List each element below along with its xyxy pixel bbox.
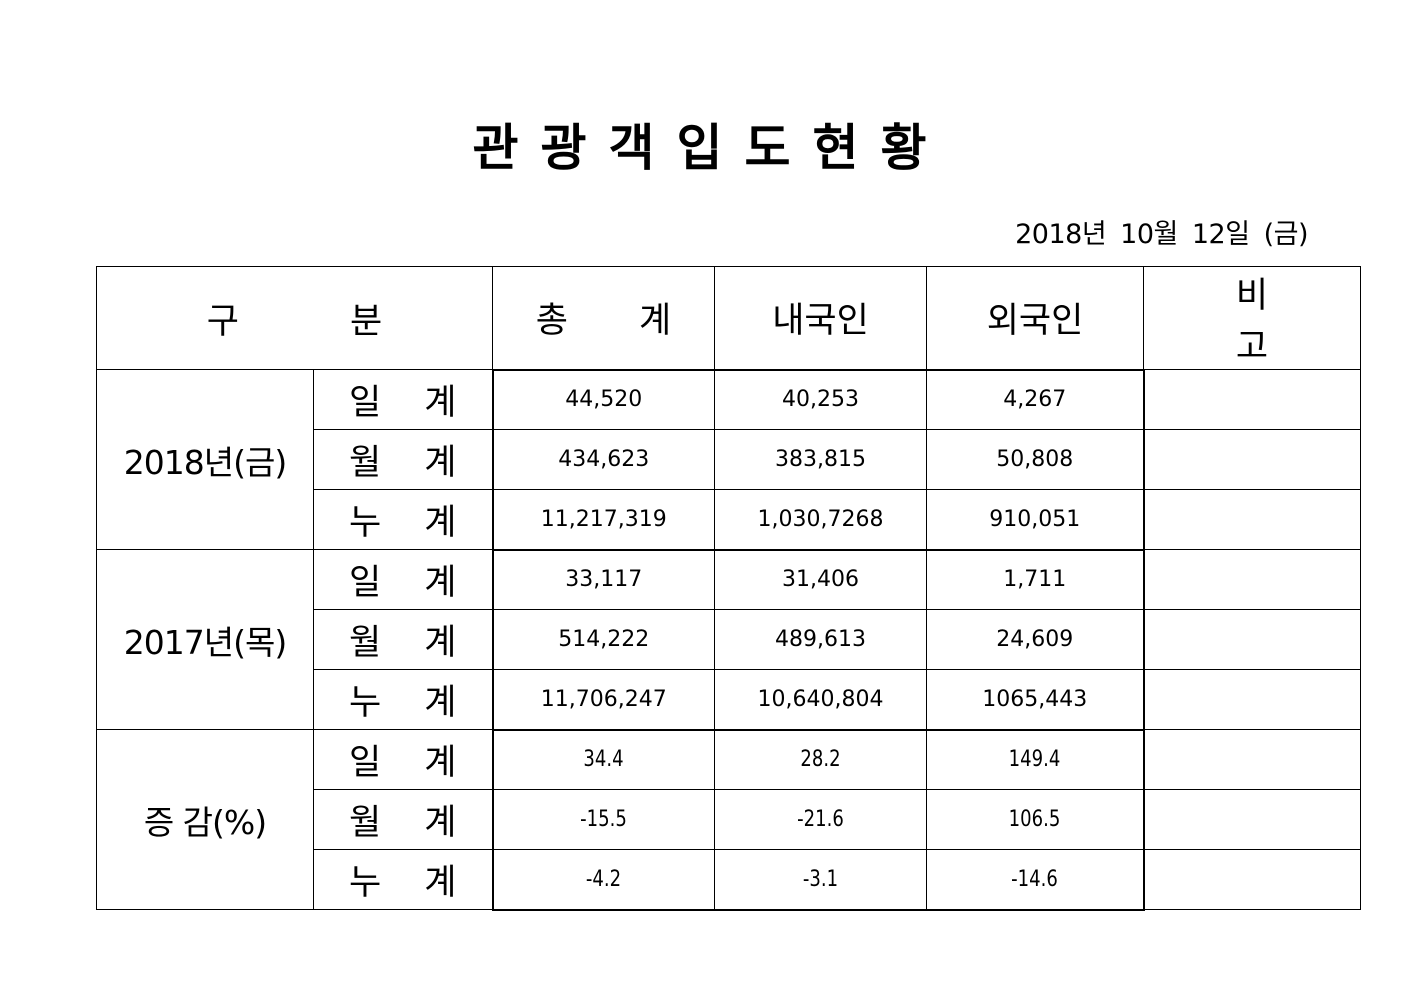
cell-remarks xyxy=(1143,669,1361,730)
date-month: 10월 xyxy=(1120,219,1178,250)
cell-foreign: 50,808 xyxy=(926,429,1145,490)
header-domestic: 내국인 xyxy=(714,266,927,370)
table-row: 월 계 -15.5 -21.6 106.5 xyxy=(97,789,1361,850)
cell-total: 34.4 xyxy=(491,728,715,790)
cell-remarks xyxy=(1143,609,1361,670)
row-label: 월 계 xyxy=(313,429,493,490)
cell-domestic-value: -3.1 xyxy=(802,866,839,892)
cell-domestic-value: 28.2 xyxy=(800,747,841,773)
row-label: 월 계 xyxy=(313,789,493,850)
row-label: 누 계 xyxy=(313,489,493,550)
cell-remarks xyxy=(1143,729,1361,790)
date-year: 2018년 xyxy=(1015,219,1107,250)
report-date: 2018년 10월 12일 (금) xyxy=(1015,212,1308,251)
row-label: 일 계 xyxy=(313,369,493,430)
cell-domestic-value: -21.6 xyxy=(797,807,844,832)
group-label-change-percent: 증 감(%) xyxy=(96,729,314,910)
cell-total-value: 34.4 xyxy=(583,747,624,773)
cell-foreign-value: 149.4 xyxy=(1008,747,1061,773)
cell-total: 11,706,247 xyxy=(491,669,715,731)
cell-total: 434,623 xyxy=(491,429,715,490)
table-row: 누 계 11,217,319 1,030,7268 910,051 xyxy=(97,489,1361,551)
cell-remarks xyxy=(1143,489,1361,550)
row-label: 누 계 xyxy=(313,849,493,910)
cell-foreign: 910,051 xyxy=(926,489,1145,551)
row-label: 월 계 xyxy=(313,609,493,670)
cell-foreign: 106.5 xyxy=(926,789,1145,850)
cell-domestic: -21.6 xyxy=(714,789,927,850)
row-label: 일 계 xyxy=(313,549,493,610)
header-category: 구 분 xyxy=(96,266,493,370)
date-weekday: (금) xyxy=(1263,219,1309,250)
cell-foreign-value: -14.6 xyxy=(1011,866,1059,892)
table-row: 누 계 11,706,247 10,640,804 1065,443 xyxy=(97,669,1361,731)
cell-foreign-value: 106.5 xyxy=(1008,807,1061,832)
cell-remarks xyxy=(1143,789,1361,850)
cell-foreign: 149.4 xyxy=(926,728,1145,790)
cell-remarks xyxy=(1143,429,1361,490)
cell-remarks xyxy=(1143,369,1361,430)
date-day: 12일 xyxy=(1191,219,1250,250)
cell-total: 514,222 xyxy=(491,609,715,670)
cell-total-value: -15.5 xyxy=(580,807,628,832)
cell-foreign: 1,711 xyxy=(926,548,1145,610)
cell-foreign: 24,609 xyxy=(926,609,1145,670)
cell-total: 44,520 xyxy=(491,368,715,430)
cell-foreign: 4,267 xyxy=(926,368,1145,430)
table-row: 2017년(목) 일 계 33,117 31,406 1,711 xyxy=(96,548,1361,730)
cell-total-value: -4.2 xyxy=(586,866,622,892)
cell-domestic: 1,030,7268 xyxy=(714,489,927,551)
tourist-arrivals-table: 구 분 총 계 내국인 외국인 비 고 2018년(금) 일 계 44,520 … xyxy=(96,266,1361,911)
cell-domestic: 31,406 xyxy=(714,548,927,610)
header-remarks: 비 고 xyxy=(1143,266,1361,370)
cell-foreign: 1065,443 xyxy=(926,669,1145,731)
cell-remarks xyxy=(1143,849,1361,910)
cell-remarks xyxy=(1143,549,1361,610)
table-row: 2018년(금) 일 계 44,520 40,253 4,267 xyxy=(96,368,1361,550)
table-row: 월 계 514,222 489,613 24,609 xyxy=(97,609,1361,670)
group-label-2017: 2017년(목) xyxy=(96,549,314,730)
header-total: 총 계 xyxy=(492,266,715,370)
header-foreign: 외국인 xyxy=(926,266,1144,370)
header-row: 구 분 총 계 내국인 외국인 비 고 xyxy=(96,266,1361,370)
table-row: 누 계 -4.2 -3.1 -14.6 xyxy=(97,849,1361,911)
cell-domestic: 383,815 xyxy=(714,429,927,490)
page-title: 관광객입도현황 xyxy=(472,119,949,177)
cell-total: 33,117 xyxy=(491,548,715,610)
cell-domestic: 10,640,804 xyxy=(714,669,927,731)
row-label: 누 계 xyxy=(313,669,493,730)
row-label: 일 계 xyxy=(313,729,493,790)
cell-total: -4.2 xyxy=(491,849,715,911)
cell-total: -15.5 xyxy=(491,789,715,850)
cell-domestic: 28.2 xyxy=(714,728,927,790)
cell-domestic: 489,613 xyxy=(714,609,927,670)
cell-domestic: 40,253 xyxy=(714,368,927,430)
table-row: 증 감(%) 일 계 34.4 28.2 149.4 xyxy=(96,728,1361,910)
group-label-2018: 2018년(금) xyxy=(96,369,314,550)
cell-foreign: -14.6 xyxy=(926,849,1145,911)
cell-domestic: -3.1 xyxy=(714,849,927,911)
cell-total: 11,217,319 xyxy=(491,489,715,551)
